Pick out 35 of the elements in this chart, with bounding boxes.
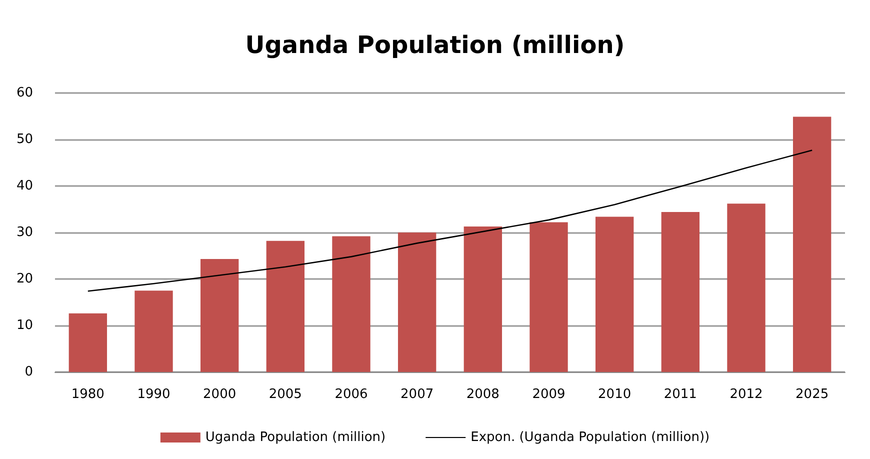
- x-tick-label: 2009: [532, 387, 566, 402]
- y-tick-label: 40: [16, 178, 33, 194]
- bar: [595, 216, 634, 372]
- legend-label: Uganda Population (million): [205, 430, 386, 445]
- bar: [266, 240, 305, 372]
- bar: [792, 116, 832, 372]
- y-tick-label: 20: [16, 272, 33, 286]
- bar: [727, 204, 766, 372]
- x-tick-label: 2005: [268, 387, 302, 402]
- x-tick-label: 2007: [400, 387, 434, 402]
- x-tick-label: 1980: [71, 387, 104, 402]
- bar: [200, 259, 239, 372]
- y-tick-label: 50: [16, 132, 33, 147]
- bar: [398, 232, 436, 372]
- x-tick-label: 2008: [466, 387, 500, 402]
- y-tick-label: 0: [24, 364, 33, 380]
- x-tick-label: 1990: [137, 387, 170, 402]
- bar: [661, 212, 700, 372]
- bar: [68, 313, 108, 372]
- x-tick-label: 2025: [796, 387, 829, 402]
- bar: [332, 236, 370, 372]
- x-tick-label: 2012: [730, 387, 763, 402]
- bar: [530, 222, 568, 372]
- x-tick-label: 2011: [664, 387, 697, 402]
- y-tick-label: 60: [16, 86, 33, 100]
- legend-label: Expon. (Uganda Population (million)): [470, 430, 710, 445]
- y-tick-label: 30: [16, 225, 33, 240]
- chart-title: Uganda Population (million): [245, 31, 625, 59]
- line-series: [87, 150, 813, 292]
- bar: [464, 226, 502, 372]
- x-tick-label: 2000: [203, 387, 236, 402]
- x-tick-label: 2006: [334, 387, 368, 402]
- x-tick-label: 2010: [598, 387, 632, 402]
- bar: [134, 290, 173, 372]
- y-tick-label: 10: [16, 318, 33, 333]
